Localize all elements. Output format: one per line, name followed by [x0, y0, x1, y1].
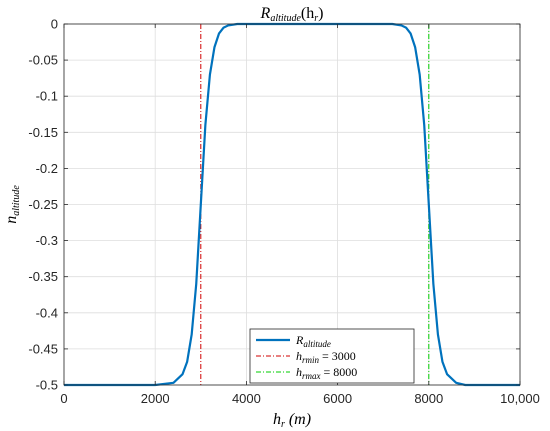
y-tick-label: -0.4 — [36, 305, 58, 320]
legend-label-altitude: Raltitude — [295, 333, 331, 349]
x-tick-label: 6000 — [323, 391, 352, 406]
x-tick-label: 4000 — [232, 391, 261, 406]
y-tick-label: -0.3 — [36, 233, 58, 248]
y-tick-label: -0.45 — [28, 341, 58, 356]
y-tick-label: -0.5 — [36, 378, 58, 393]
legend-label-rmax: hrmax = 8000 — [296, 365, 357, 381]
y-tick-label: -0.05 — [28, 53, 58, 68]
x-axis-label: hr (m) — [273, 411, 311, 430]
x-tick-label: 10,000 — [500, 391, 540, 406]
x-tick-label: 2000 — [141, 391, 170, 406]
x-tick-label: 0 — [60, 391, 67, 406]
chart-title: Raltitude(hr) — [260, 5, 324, 24]
y-tick-label: -0.15 — [28, 125, 58, 140]
y-tick-label: -0.2 — [36, 161, 58, 176]
y-axis-label: naltitude — [3, 185, 22, 224]
legend-label-rmin: hrmin = 3000 — [296, 349, 356, 365]
y-tick-label: -0.1 — [36, 89, 58, 104]
y-tick-label: -0.35 — [28, 269, 58, 284]
y-tick-label: 0 — [51, 17, 58, 32]
y-tick-label: -0.25 — [28, 197, 58, 212]
grid — [63, 23, 521, 386]
x-tick-label: 8000 — [414, 391, 443, 406]
ticks: 0 2000 4000 6000 8000 10,000 0 -0.05 -0.1 -0.15 -0… — [28, 17, 540, 407]
